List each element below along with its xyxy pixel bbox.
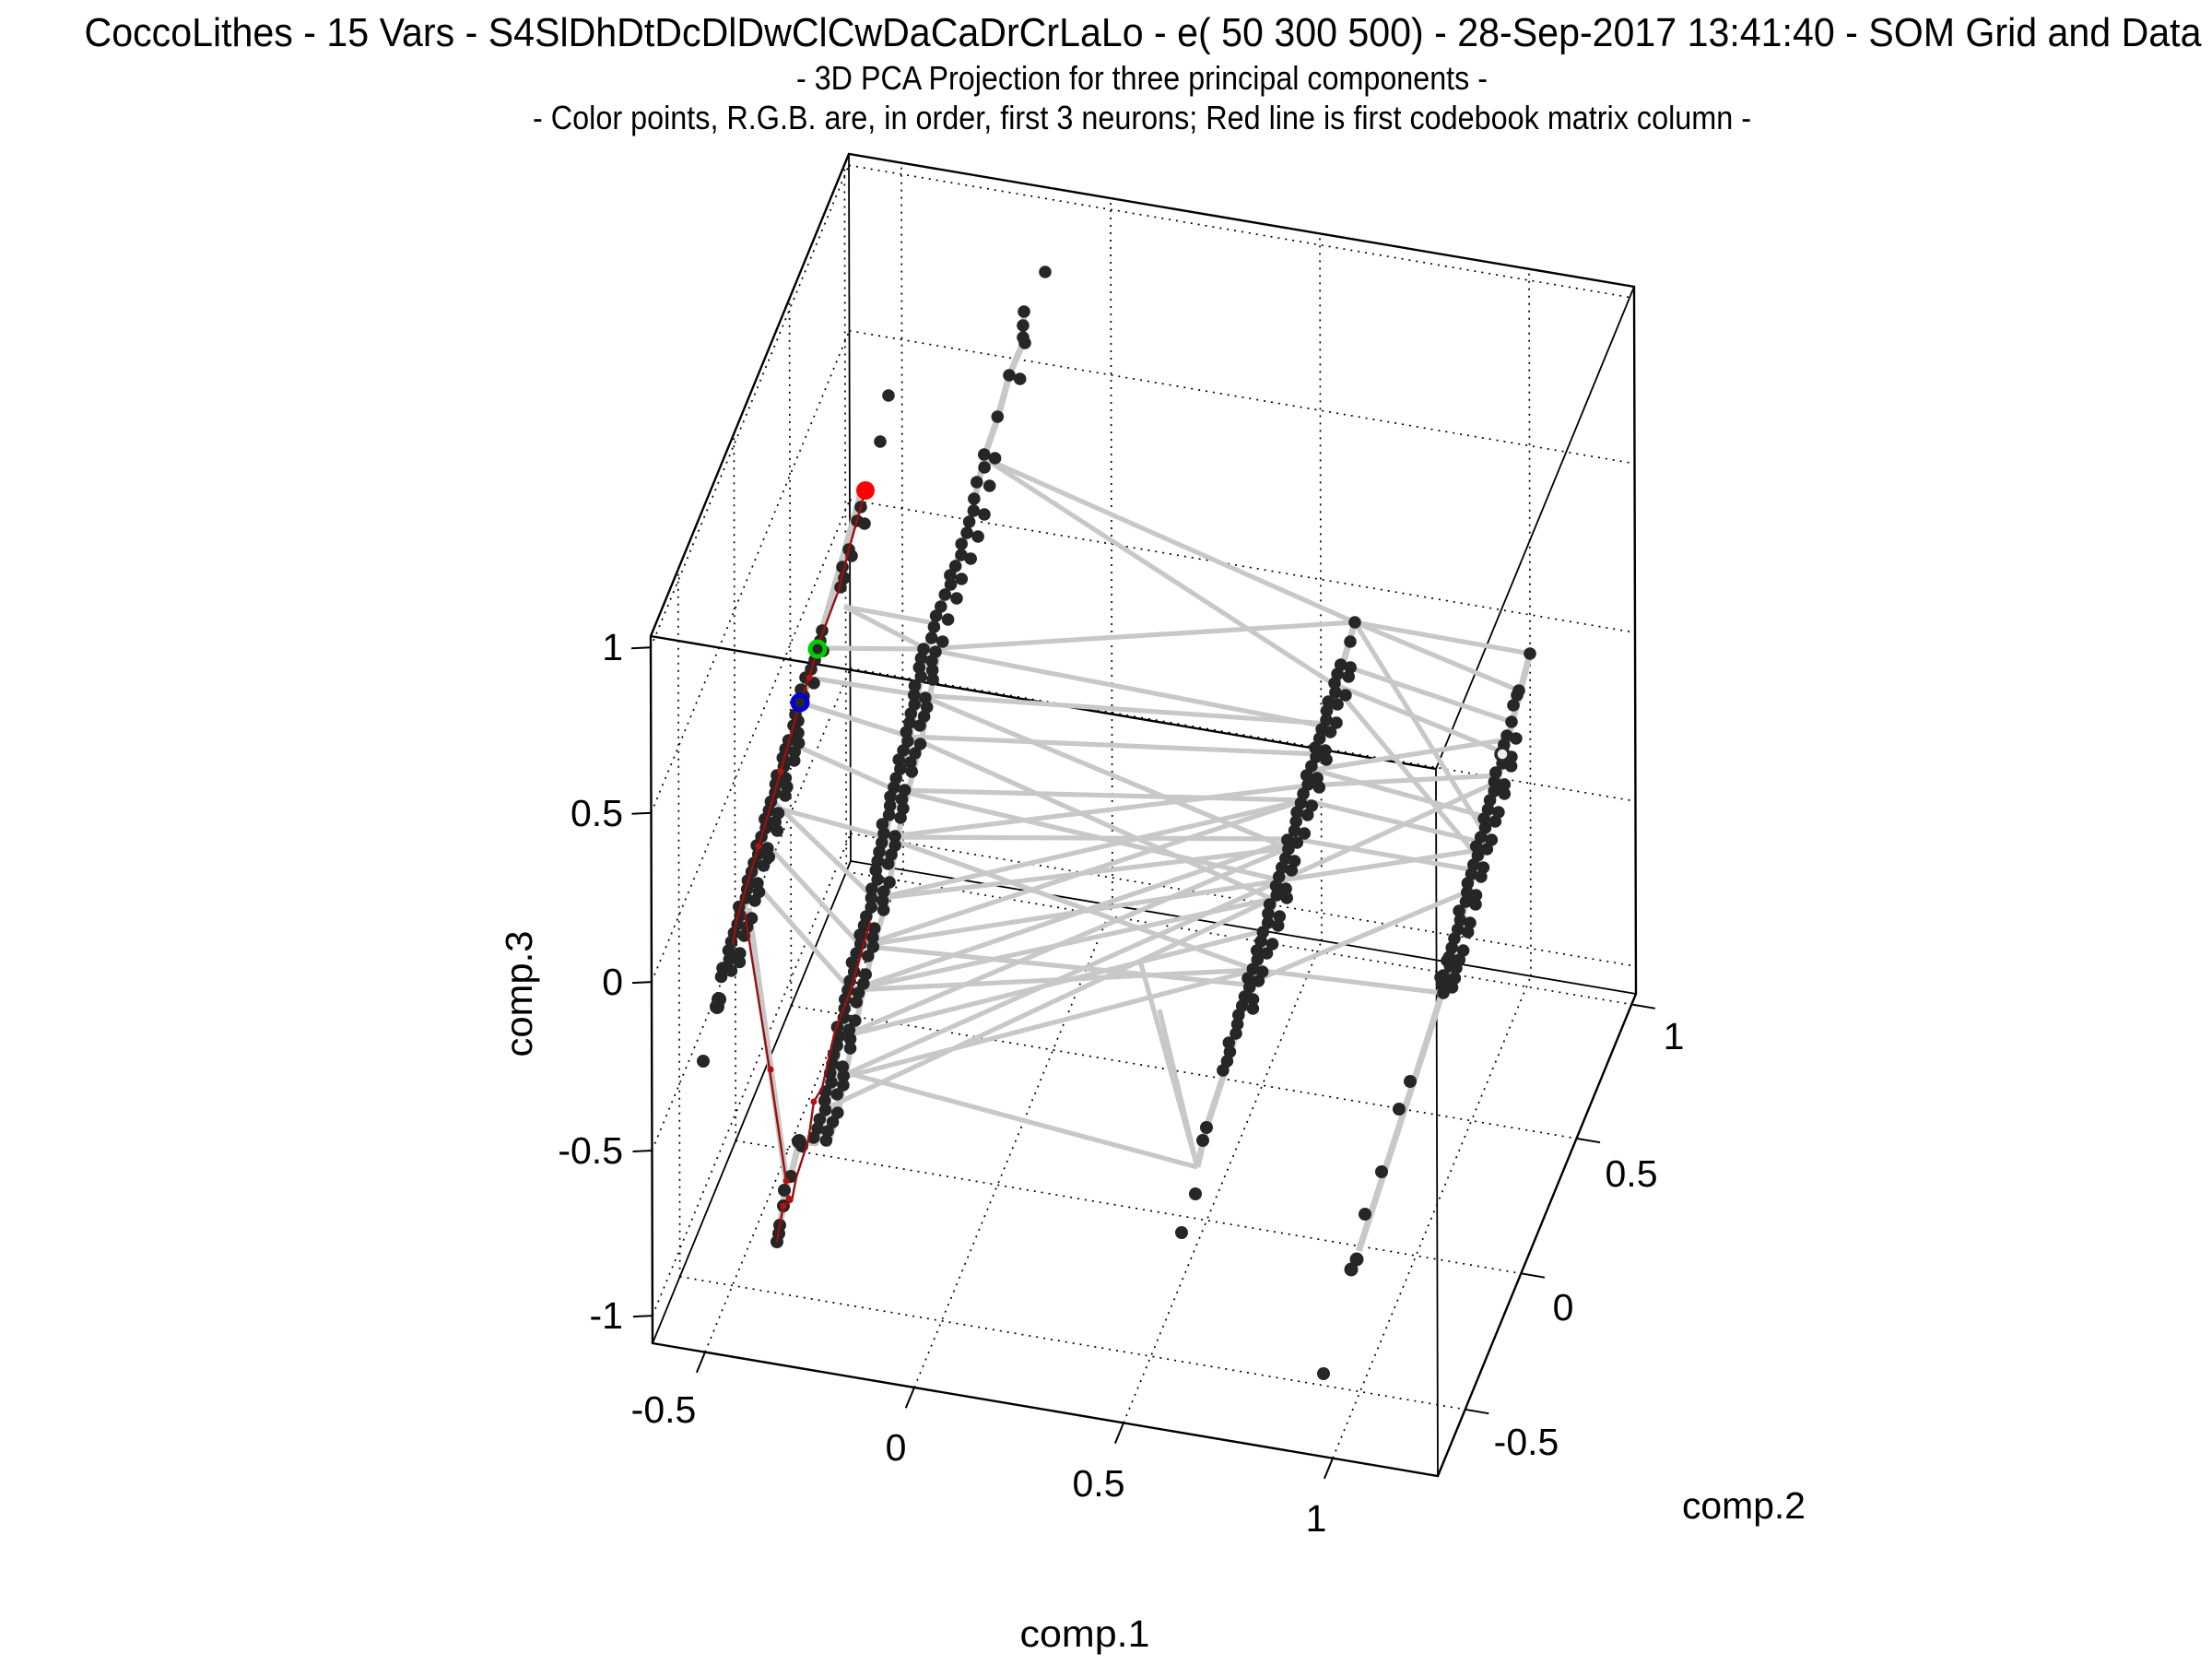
svg-text:0: 0 [1553,1286,1574,1328]
svg-text:0: 0 [602,961,623,1003]
svg-text:1: 1 [1306,1497,1327,1540]
svg-text:-1: -1 [590,1294,623,1337]
svg-text:- Color points, R.G.B. are, in: - Color points, R.G.B. are, in order, fi… [533,99,1751,136]
svg-text:CoccoLithes - 15 Vars - S4SlDh: CoccoLithes - 15 Vars - S4SlDhDtDcDlDwCl… [85,10,2202,55]
svg-text:0.5: 0.5 [1073,1462,1125,1505]
svg-text:-0.5: -0.5 [558,1129,623,1172]
svg-text:1: 1 [602,626,623,668]
svg-text:1: 1 [1664,1015,1685,1057]
svg-text:comp.1: comp.1 [1020,1612,1150,1655]
svg-text:0.5: 0.5 [1606,1152,1658,1195]
svg-text:comp.3: comp.3 [498,931,540,1057]
svg-text:0: 0 [886,1426,907,1469]
svg-text:0.5: 0.5 [571,792,623,834]
svg-text:- 3D PCA Projection for three: - 3D PCA Projection for three principal … [796,59,1488,97]
svg-text:-0.5: -0.5 [1494,1421,1559,1463]
svg-text:-0.5: -0.5 [631,1388,697,1431]
svg-text:comp.2: comp.2 [1682,1484,1806,1527]
